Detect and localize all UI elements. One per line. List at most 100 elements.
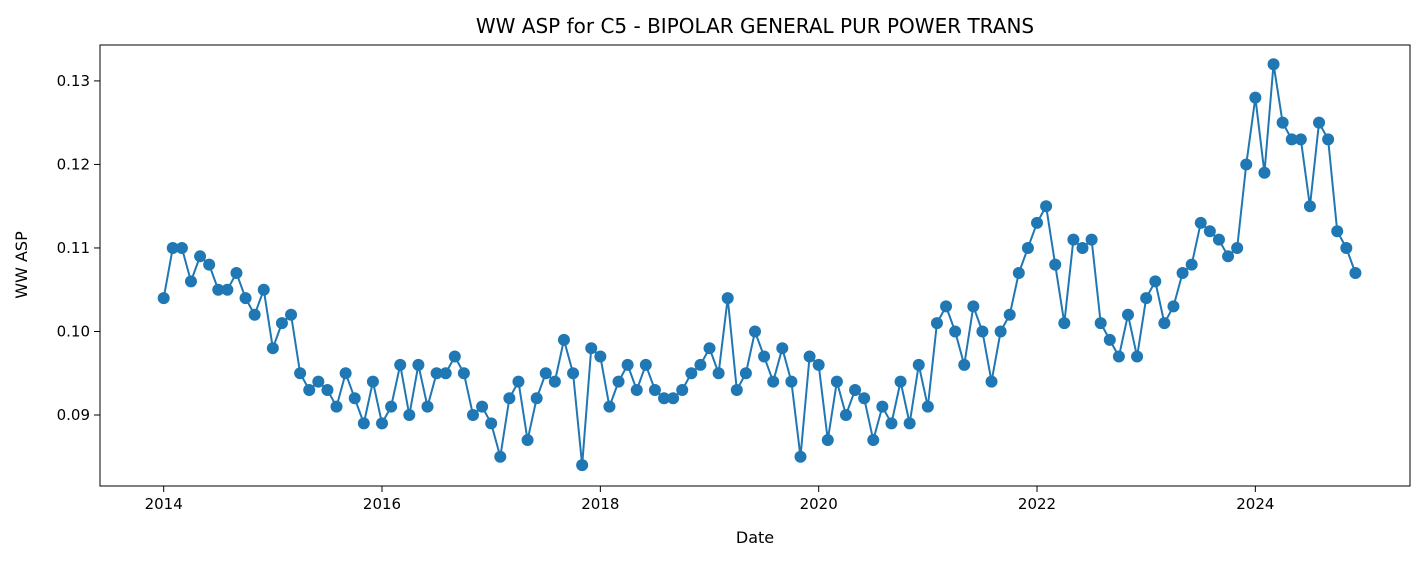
data-point [1058, 317, 1071, 330]
data-point [212, 283, 225, 296]
data-point [1203, 225, 1216, 238]
data-point [603, 400, 616, 413]
x-axis-label: Date [736, 528, 774, 547]
data-point [1158, 317, 1171, 330]
data-point [1276, 116, 1289, 129]
data-point [421, 400, 434, 413]
data-point [1112, 350, 1125, 363]
data-point [858, 392, 871, 405]
data-point [1212, 233, 1225, 246]
data-point [485, 417, 498, 430]
x-axis: 2014 2016 2018 2020 2022 2024 [145, 486, 1274, 513]
data-point [876, 400, 889, 413]
data-point [1021, 241, 1034, 254]
data-point [266, 342, 279, 355]
data-point [457, 367, 470, 380]
data-point [476, 400, 489, 413]
data-point [530, 392, 543, 405]
data-point [1285, 133, 1298, 146]
data-point [366, 375, 379, 388]
data-point [239, 292, 252, 305]
data-point [985, 375, 998, 388]
data-point [1167, 300, 1180, 313]
data-point [712, 367, 725, 380]
plot-frame [99, 44, 1411, 487]
data-point [967, 300, 980, 313]
data-point [1049, 258, 1062, 271]
data-point [685, 367, 698, 380]
data-point [175, 241, 188, 254]
data-point [157, 292, 170, 305]
series-line [162, 64, 1357, 466]
data-point [1267, 58, 1280, 71]
data-point [194, 250, 207, 263]
data-point [203, 258, 216, 271]
data-point [921, 400, 934, 413]
data-point [1176, 267, 1189, 280]
data-point [221, 283, 234, 296]
data-point [303, 383, 316, 396]
data-point [1094, 317, 1107, 330]
data-point [1103, 333, 1116, 346]
data-point [785, 375, 798, 388]
data-point [448, 350, 461, 363]
data-point [694, 358, 707, 371]
data-point [576, 459, 589, 472]
data-point [667, 392, 680, 405]
data-point [1185, 258, 1198, 271]
data-point [1331, 225, 1344, 238]
data-point [612, 375, 625, 388]
data-point [348, 392, 361, 405]
x-tick-label: 2020 [800, 495, 838, 513]
y-tick-label: 0.09 [57, 406, 90, 424]
data-point [430, 367, 443, 380]
data-point [1003, 308, 1016, 321]
data-point [594, 350, 607, 363]
data-point [1040, 200, 1053, 213]
data-point [466, 409, 479, 422]
data-point [767, 375, 780, 388]
data-point [1121, 308, 1134, 321]
data-point [503, 392, 516, 405]
x-tick-label: 2024 [1236, 495, 1274, 513]
data-point [803, 350, 816, 363]
series-markers [157, 58, 1362, 472]
data-point [494, 450, 507, 463]
data-point [1149, 275, 1162, 288]
data-point [184, 275, 197, 288]
y-tick-label: 0.10 [57, 322, 90, 340]
data-point [275, 317, 288, 330]
data-point [376, 417, 389, 430]
data-point [749, 325, 761, 338]
data-point [1085, 233, 1098, 246]
data-point [585, 342, 598, 355]
y-axis: 0.09 0.10 0.11 0.12 0.13 [57, 72, 100, 424]
data-point [1076, 241, 1089, 254]
data-point [1222, 250, 1235, 263]
data-point [949, 325, 962, 338]
data-point [1303, 200, 1316, 213]
data-point [658, 392, 671, 405]
chart-title: WW ASP for C5 - BIPOLAR GENERAL PUR POWE… [476, 14, 1034, 38]
data-point [739, 367, 752, 380]
data-point [548, 375, 561, 388]
data-point [230, 267, 243, 280]
data-point [512, 375, 525, 388]
data-point [812, 358, 825, 371]
data-point [976, 325, 989, 338]
y-tick-label: 0.11 [57, 239, 90, 257]
data-point [1240, 158, 1253, 171]
plot-area: 2014 2016 2018 2020 2022 2024 0.09 0.10 0.11 0.1… [57, 44, 1411, 513]
x-tick-label: 2018 [581, 495, 619, 513]
data-point [1067, 233, 1080, 246]
data-point [794, 450, 807, 463]
data-point [885, 417, 898, 430]
data-point [312, 375, 325, 388]
data-point [940, 300, 953, 313]
data-point [903, 417, 916, 430]
data-point [1140, 292, 1153, 305]
y-tick-label: 0.12 [57, 155, 90, 173]
x-tick-label: 2016 [363, 495, 401, 513]
x-tick-label: 2022 [1018, 495, 1056, 513]
data-point [257, 283, 270, 296]
